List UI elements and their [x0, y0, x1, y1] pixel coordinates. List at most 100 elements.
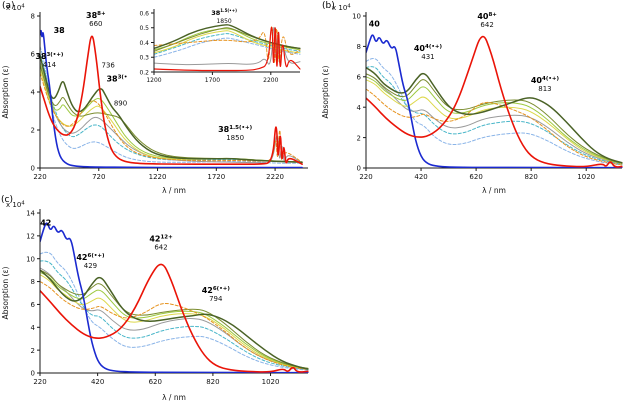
svg-text:381.5(•+): 381.5(•+): [218, 125, 253, 134]
svg-text:x 104: x 104: [6, 4, 25, 13]
series-40-8plus: [366, 35, 623, 168]
series-40-ox-gray: [366, 73, 623, 164]
svg-text:Absorption (ε): Absorption (ε): [1, 266, 10, 319]
series-38-radical: [40, 55, 303, 164]
svg-text:426(•+): 426(•+): [202, 286, 231, 295]
panel-c: (c) 220 420 620 820 1020 0 2 4 6 8 10 12 14 λ / nm Abs…: [0, 195, 322, 404]
svg-text:10: 10: [26, 255, 35, 263]
svg-text:620: 620: [469, 173, 482, 181]
svg-text:8: 8: [357, 43, 361, 51]
svg-text:381.5(•+): 381.5(•+): [211, 8, 237, 17]
svg-text:1220: 1220: [149, 173, 167, 181]
svg-text:820: 820: [524, 173, 537, 181]
svg-text:0.6: 0.6: [139, 10, 149, 17]
series-42-ox-gray: [40, 267, 309, 370]
svg-text:4: 4: [31, 89, 36, 97]
svg-text:642: 642: [480, 21, 493, 29]
panel-b-label: (b): [322, 1, 335, 11]
svg-text:12: 12: [26, 233, 35, 241]
svg-text:4: 4: [31, 324, 36, 332]
svg-text:660: 660: [89, 20, 102, 28]
series-42-radical: [40, 269, 309, 370]
series-inset-lightblue: [154, 37, 301, 58]
svg-text:220: 220: [359, 173, 372, 181]
svg-text:383(•+): 383(•+): [106, 75, 135, 84]
svg-text:220: 220: [33, 378, 46, 386]
svg-text:1020: 1020: [262, 378, 280, 386]
series-42-12plus: [40, 263, 309, 373]
series-40-neutral: [366, 34, 623, 168]
svg-text:420: 420: [91, 378, 104, 386]
panel-c-label: (c): [1, 195, 13, 205]
panel-a-chart: 220 720 1220 1720 2220 0 2 4 6 8 λ / nm Absorption …: [1, 4, 308, 195]
svg-text:38: 38: [54, 26, 66, 35]
svg-text:6: 6: [357, 73, 362, 81]
svg-text:1850: 1850: [226, 134, 244, 142]
svg-text:λ / nm: λ / nm: [162, 393, 186, 402]
svg-text:420: 420: [414, 173, 427, 181]
panel-b: (b) 220 420 620 820 1020 0 2 4 6 8 10 λ / nm Absorpt…: [320, 0, 636, 196]
svg-text:388+: 388+: [86, 11, 106, 20]
svg-text:8: 8: [31, 278, 35, 286]
series-38-8plus: [40, 35, 303, 165]
series-inset-darkgreen: [154, 24, 301, 50]
svg-text:14: 14: [26, 210, 35, 218]
svg-text:8: 8: [31, 13, 35, 21]
svg-text:0.5: 0.5: [139, 25, 149, 32]
svg-text:2200: 2200: [263, 77, 278, 84]
svg-text:x 104: x 104: [6, 201, 25, 210]
svg-text:720: 720: [92, 173, 105, 181]
svg-text:820: 820: [206, 378, 219, 386]
svg-text:1720: 1720: [207, 173, 225, 181]
svg-text:414: 414: [43, 61, 57, 69]
panel-a: (a) 220 720 1220 1720 2220 0 2 4 6 8 λ / nm Absorpt…: [0, 0, 322, 196]
svg-text:6: 6: [31, 301, 36, 309]
svg-text:404(•+): 404(•+): [531, 76, 560, 85]
svg-text:890: 890: [114, 100, 127, 108]
series-40-ox-lightgreen: [366, 76, 623, 164]
svg-text:0: 0: [31, 370, 35, 378]
svg-text:2220: 2220: [266, 173, 284, 181]
svg-text:λ / nm: λ / nm: [162, 186, 186, 195]
svg-text:1700: 1700: [205, 77, 220, 84]
series-40-radical: [366, 67, 623, 164]
series-42-ox-yellow: [40, 274, 309, 370]
svg-text:383(•+): 383(•+): [35, 52, 64, 61]
series-42-ox-lightblue: [40, 251, 309, 371]
svg-text:0.4: 0.4: [139, 40, 149, 47]
series-40-ox-yellow: [366, 79, 623, 164]
svg-text:4: 4: [357, 104, 362, 112]
svg-text:0.3: 0.3: [139, 55, 149, 62]
svg-text:4212+: 4212+: [149, 235, 173, 244]
svg-text:Absorption (ε): Absorption (ε): [1, 65, 10, 118]
svg-text:813: 813: [538, 85, 551, 93]
series-40-ox-olive: [366, 73, 623, 164]
panel-b-chart: 220 420 620 820 1020 0 2 4 6 8 10 λ / nm Absorption …: [321, 4, 623, 195]
series-42-ox-cyan: [40, 260, 309, 371]
svg-text:642: 642: [154, 244, 167, 252]
svg-text:620: 620: [149, 378, 162, 386]
series-38-ox-orange: [40, 72, 303, 163]
series-42-ox-orange: [40, 281, 309, 371]
svg-text:42: 42: [40, 219, 51, 228]
svg-text:1020: 1020: [577, 173, 595, 181]
panel-a-inset-chart: 1200 1700 2200 0.2 0.3 0.4 0.5 0.6 381.5(•+)1850: [128, 3, 306, 85]
svg-text:Absorption (ε): Absorption (ε): [321, 65, 330, 118]
svg-text:2: 2: [31, 127, 35, 135]
svg-text:λ / nm: λ / nm: [482, 186, 506, 195]
svg-text:1850: 1850: [216, 18, 231, 25]
svg-text:2: 2: [357, 134, 361, 142]
series-42-ox-olive: [40, 269, 309, 369]
svg-text:6: 6: [31, 51, 36, 59]
series-38-ox-olive: [40, 65, 303, 163]
svg-text:404(•+): 404(•+): [414, 44, 443, 53]
svg-text:429: 429: [84, 262, 97, 270]
series-inset-red: [154, 27, 301, 72]
svg-text:736: 736: [101, 61, 115, 69]
svg-text:0: 0: [31, 165, 35, 173]
series-inset-orange: [154, 25, 301, 63]
svg-text:431: 431: [421, 53, 434, 61]
svg-text:1200: 1200: [146, 77, 161, 84]
svg-text:408+: 408+: [477, 12, 497, 21]
